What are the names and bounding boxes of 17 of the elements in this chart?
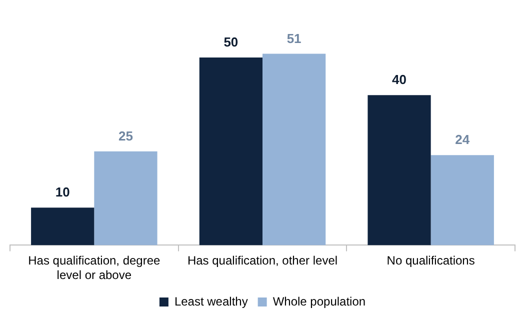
data-label: 25: [118, 128, 133, 144]
bar: [199, 58, 262, 246]
bar: [31, 208, 94, 246]
data-label: 50: [224, 34, 238, 50]
data-label: 40: [392, 72, 407, 88]
data-label: 24: [455, 132, 470, 148]
data-label: 10: [55, 184, 70, 200]
x-tick-label: Has qualification, other level: [187, 254, 338, 268]
bar: [94, 151, 158, 246]
data-label: 51: [286, 30, 302, 46]
bar: [430, 155, 494, 246]
x-tick-label: No qualifications: [386, 254, 475, 268]
x-tick-label: Has qualification, degree level or above: [28, 254, 161, 282]
legend-label: Whole population: [272, 294, 366, 308]
bar: [262, 54, 326, 246]
legend-label: Least wealthy: [174, 294, 248, 308]
bar: [368, 95, 431, 246]
